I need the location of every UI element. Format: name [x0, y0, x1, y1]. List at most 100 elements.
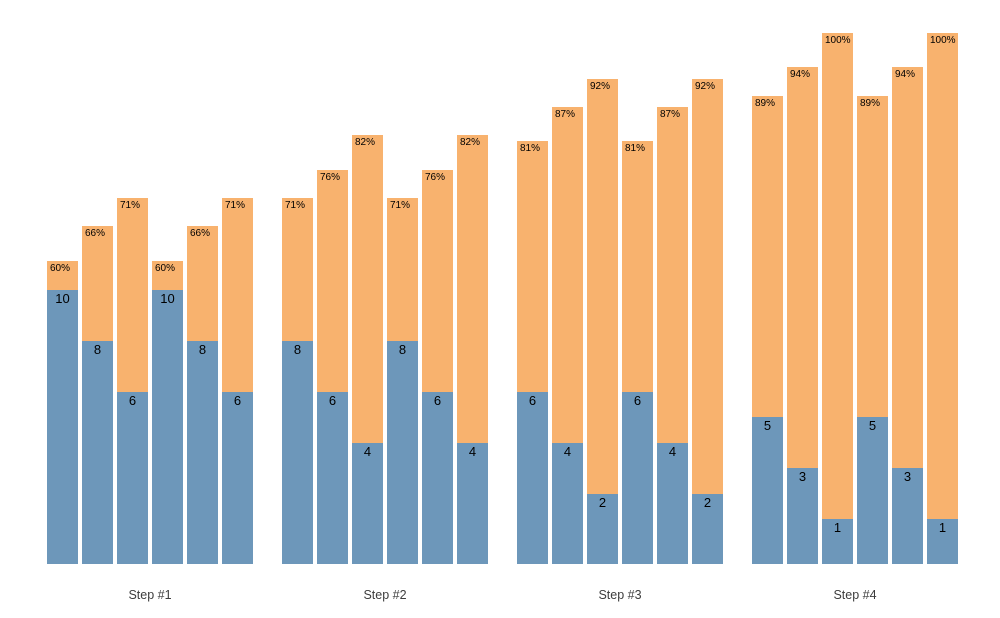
bar-bottom-segment: [457, 442, 488, 564]
bar: 76% 6: [317, 169, 348, 564]
bar: 60% 10: [47, 260, 78, 564]
bar: 82% 4: [457, 135, 488, 564]
bar-bottom-segment: [517, 391, 548, 564]
bar-bottom-segment: [282, 341, 313, 564]
percentage-label: 92%: [695, 80, 716, 92]
bar: 87% 4: [657, 106, 688, 564]
bar: 76% 6: [422, 169, 453, 564]
count-label: 6: [633, 392, 642, 408]
percentage-label: 71%: [285, 200, 306, 211]
percentage-label: 82%: [460, 137, 481, 149]
group-label: Step #1: [128, 588, 172, 602]
bar: 71% 6: [222, 198, 253, 564]
count-label: 2: [598, 494, 607, 510]
percentage-label: 100%: [930, 35, 956, 46]
percentage-label: 89%: [860, 97, 881, 109]
count-label: 8: [293, 342, 302, 358]
bar: 82% 4: [352, 135, 383, 564]
bar-bottom-segment: [422, 391, 453, 564]
bar-bottom-segment: [892, 468, 923, 564]
bar-bottom-segment: [352, 442, 383, 564]
bar-bottom-segment: [857, 417, 888, 564]
bar-bottom-segment: [692, 493, 723, 564]
count-label: 3: [903, 469, 912, 485]
bar: 100% 1: [822, 33, 853, 564]
count-label: 6: [528, 392, 537, 408]
bar-bottom-segment: [587, 493, 618, 564]
bar-bottom-segment: [657, 442, 688, 564]
bar-bottom-segment: [552, 442, 583, 564]
bar-bottom-segment: [152, 290, 183, 564]
percentage-label: 81%: [520, 143, 541, 155]
count-label: 4: [363, 443, 372, 459]
bar-bottom-segment: [187, 341, 218, 564]
count-label: 5: [763, 418, 772, 434]
bar-bottom-segment: [927, 519, 958, 564]
bar: 92% 2: [587, 78, 618, 564]
bar: 89% 5: [752, 95, 783, 564]
bar: 60% 10: [152, 260, 183, 564]
count-label: 8: [93, 342, 102, 358]
percentage-label: 66%: [190, 228, 211, 240]
percentage-label: 60%: [50, 262, 71, 274]
bar: 100% 1: [927, 33, 958, 564]
count-label: 8: [398, 342, 407, 358]
bar: 66% 8: [187, 226, 218, 564]
bar-bottom-segment: [822, 519, 853, 564]
count-label: 6: [328, 392, 337, 408]
bar-bottom-segment: [317, 391, 348, 564]
percentage-label: 92%: [590, 80, 611, 92]
percentage-label: 71%: [225, 200, 246, 211]
count-label: 4: [468, 443, 477, 459]
percentage-label: 66%: [85, 228, 106, 240]
percentage-label: 71%: [120, 200, 141, 211]
count-label: 2: [703, 494, 712, 510]
percentage-label: 89%: [755, 97, 776, 109]
count-label: 5: [868, 418, 877, 434]
bar: 94% 3: [892, 67, 923, 564]
group-label: Step #3: [598, 588, 642, 602]
percentage-label: 76%: [425, 171, 446, 183]
bar: 71% 8: [282, 198, 313, 564]
count-label: 6: [433, 392, 442, 408]
percentage-label: 76%: [320, 171, 341, 183]
bar: 81% 6: [517, 141, 548, 564]
percentage-label: 87%: [660, 108, 681, 120]
count-label: 1: [938, 520, 947, 535]
bar-bottom-segment: [47, 290, 78, 564]
count-label: 8: [198, 342, 207, 358]
percentage-label: 60%: [155, 262, 176, 274]
count-label: 1: [833, 520, 842, 535]
percentage-label: 94%: [895, 69, 916, 81]
percentage-label: 87%: [555, 108, 576, 120]
group-label: Step #2: [363, 588, 407, 602]
bar: 87% 4: [552, 106, 583, 564]
bar: 71% 8: [387, 198, 418, 564]
group-label: Step #4: [833, 588, 877, 602]
count-label: 3: [798, 469, 807, 485]
bar: 81% 6: [622, 141, 653, 564]
percentage-label: 81%: [625, 143, 646, 155]
bar: 66% 8: [82, 226, 113, 564]
bar-bottom-segment: [82, 341, 113, 564]
bar: 94% 3: [787, 67, 818, 564]
percentage-label: 94%: [790, 69, 811, 81]
percentage-label: 71%: [390, 200, 411, 211]
bar: 89% 5: [857, 95, 888, 564]
bar-bottom-segment: [787, 468, 818, 564]
percentage-label: 100%: [825, 35, 851, 46]
percentage-label: 82%: [355, 137, 376, 149]
bar: 92% 2: [692, 78, 723, 564]
count-label: 4: [668, 443, 677, 459]
bar-bottom-segment: [752, 417, 783, 564]
count-label: 10: [55, 291, 70, 307]
bar-bottom-segment: [622, 391, 653, 564]
bar: 71% 6: [117, 198, 148, 564]
count-label: 10: [160, 291, 175, 307]
bar-bottom-segment: [387, 341, 418, 564]
count-label: 6: [128, 392, 137, 408]
count-label: 4: [563, 443, 572, 459]
bar-bottom-segment: [117, 391, 148, 564]
bar-bottom-segment: [222, 391, 253, 564]
